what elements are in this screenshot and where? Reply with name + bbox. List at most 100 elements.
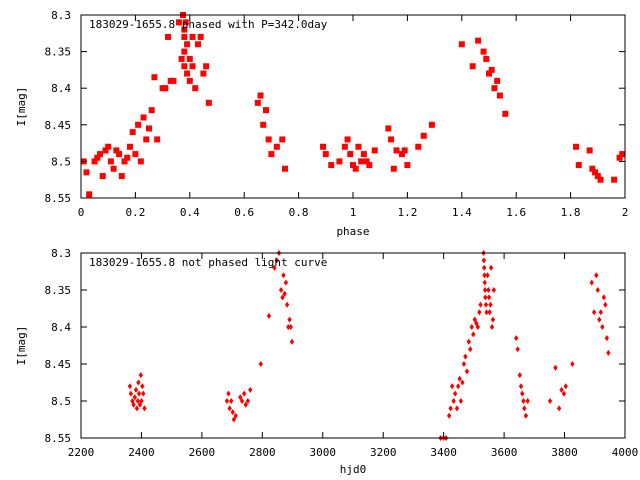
unphased-data-point [132,394,137,401]
phased-data-point [186,77,193,84]
unphased-data-point [603,301,608,308]
phased-data-point [320,143,327,150]
unphased-y-tick-label: 8.55 [45,432,72,445]
unphased-data-point [136,379,141,386]
phased-x-axis-label: phase [336,225,369,238]
unphased-x-tick-label: 4000 [612,446,639,459]
phased-data-point [611,176,618,183]
unphased-data-point [482,272,487,279]
unphased-data-point [133,386,139,393]
unphased-data-point [229,398,234,404]
phased-data-point [469,63,476,70]
unphased-data-point [485,272,490,279]
phased-data-point [170,77,177,84]
unphased-data-point [127,383,133,390]
unphased-data-point [464,368,470,375]
phased-data-point [344,136,351,143]
phased-data-point [486,70,492,77]
phased-data-points [80,12,626,198]
phased-x-tick-label: 1.2 [397,206,417,219]
unphased-data-point [466,338,471,345]
unphased-data-point [286,324,291,330]
phased-data-point [262,107,269,114]
unphased-x-tick-label: 3600 [491,446,518,459]
phased-data-point [360,151,367,158]
unphased-data-point [490,316,496,323]
unphased-data-point [266,312,272,319]
unphased-x-tick-label: 2600 [189,446,216,459]
phased-y-tick-label: 8.35 [45,46,72,59]
phased-data-point [352,165,359,172]
unphased-data-point [242,390,247,397]
unphased-y-tick-label: 8.45 [45,358,72,371]
unphased-data-point [486,287,491,293]
phased-x-tick-label: 1.4 [452,206,472,219]
unphased-data-point [487,309,492,316]
phased-data-point [350,162,356,169]
unphased-light-curve-chart: 2200 2400 2600 2800 3000 3200 3400 3600 3800 4000… [15,247,638,476]
phased-data-point [616,154,623,161]
unphased-y-tick-label: 8.4 [51,321,71,334]
unphased-data-point [284,301,290,308]
unphased-data-point [248,386,253,393]
phased-data-point [254,99,261,106]
unphased-data-point [483,294,488,301]
unphased-data-point [553,364,558,371]
phased-data-point [328,162,335,169]
phased-data-point [124,154,131,161]
phased-data-point [107,158,114,165]
phased-x-tick-label: 1 [350,206,357,219]
unphased-chart-title: 183029-1655.8 not phased light curve [89,256,327,269]
phased-data-point [480,48,487,55]
unphased-data-point [475,324,481,330]
phased-data-point [415,143,422,150]
phased-data-point [371,147,378,154]
phased-light-curve-chart: 0 0.2 0.4 0.6 0.8 1 1.2 1.4 1.6 1.8 2 8.3 8.35 8.4 8.4… [15,9,628,238]
unphased-data-point [515,346,520,353]
unphased-data-point [128,390,134,397]
phased-data-point [186,55,193,62]
unphased-data-point [468,346,473,353]
phased-data-point [162,85,169,92]
unphased-data-point [461,361,467,367]
unphased-data-point [233,412,238,419]
phased-data-point [110,165,117,172]
unphased-data-point [488,264,494,271]
unphased-data-point [449,383,455,390]
unphased-data-point [563,383,568,390]
unphased-data-point [243,401,248,408]
phased-data-point [178,55,185,62]
unphased-y-axis-label: I[mag] [15,326,28,366]
unphased-data-point [224,398,230,404]
unphased-data-point [520,390,525,397]
phased-axis-ticks: 0 0.2 0.4 0.6 0.8 1 1.2 1.4 1.6 1.8 2 8.3 8.35 8.4 8.4… [45,9,629,219]
unphased-data-point [591,309,597,316]
unphased-data-point [274,257,280,264]
phased-data-point [390,165,397,172]
unphased-data-point [460,379,465,386]
phased-data-point [205,99,212,106]
phased-data-point [121,158,128,165]
phased-data-point [483,55,490,62]
unphased-data-point [604,335,610,342]
unphased-data-point [454,405,460,412]
unphased-y-tick-label: 8.35 [45,284,72,297]
unphased-data-point [559,386,564,393]
unphased-data-point [135,398,141,404]
phased-data-point [200,70,207,77]
unphased-data-point [517,372,523,379]
phased-y-axis-label: I[mag] [15,87,28,127]
unphased-data-point [283,279,289,286]
unphased-data-point [455,383,461,390]
unphased-x-tick-label: 2200 [68,446,95,459]
phased-data-point [322,151,329,158]
phased-data-point [398,151,405,158]
phased-y-tick-label: 8.45 [45,119,72,132]
unphased-data-point [522,405,527,412]
phased-y-tick-label: 8.4 [51,82,71,95]
unphased-data-point [481,257,487,264]
unphased-data-point [488,301,493,308]
phased-data-point [189,63,196,70]
phased-data-point [265,136,272,143]
unphased-data-point [595,287,600,293]
